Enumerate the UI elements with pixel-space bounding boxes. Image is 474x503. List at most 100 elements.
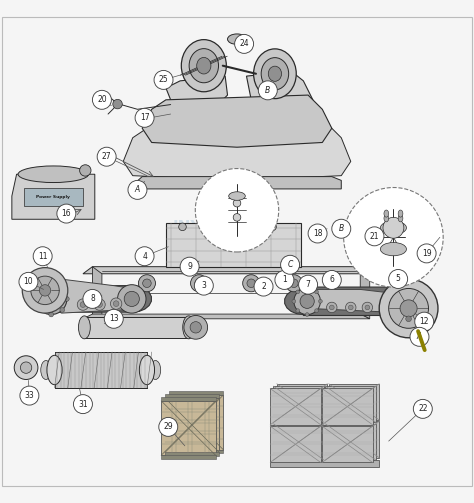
Polygon shape [277,384,327,420]
Polygon shape [133,177,341,189]
Circle shape [269,223,276,231]
Text: 21: 21 [370,232,379,241]
Circle shape [33,297,38,301]
FancyBboxPatch shape [165,394,219,398]
Circle shape [233,199,241,207]
Polygon shape [92,267,102,319]
FancyBboxPatch shape [84,317,189,338]
Circle shape [194,276,213,295]
Circle shape [281,256,300,274]
Polygon shape [83,314,370,319]
Polygon shape [322,388,373,425]
FancyBboxPatch shape [55,352,147,388]
Circle shape [135,247,154,266]
Text: 9: 9 [187,262,192,271]
Ellipse shape [197,57,211,74]
Text: 4: 4 [142,252,147,261]
Circle shape [22,268,68,313]
Circle shape [389,289,428,328]
Circle shape [31,276,59,305]
Polygon shape [360,267,370,319]
Circle shape [417,244,436,263]
Circle shape [80,302,86,307]
Text: 29: 29 [164,423,173,432]
Circle shape [57,204,76,223]
Polygon shape [45,277,132,313]
Circle shape [77,299,89,310]
Circle shape [118,285,146,313]
Polygon shape [270,388,320,425]
Circle shape [92,91,111,109]
Circle shape [389,270,408,289]
Polygon shape [246,71,313,116]
FancyBboxPatch shape [270,460,379,467]
Circle shape [135,108,154,127]
Circle shape [19,272,38,291]
Circle shape [410,327,429,346]
FancyBboxPatch shape [165,453,219,456]
Circle shape [315,290,319,294]
Text: 24: 24 [239,39,249,48]
Text: 16: 16 [62,209,71,218]
Circle shape [104,309,123,328]
Circle shape [113,100,122,109]
Circle shape [49,312,54,317]
Polygon shape [123,124,351,181]
Circle shape [300,294,314,308]
Ellipse shape [228,192,246,200]
Circle shape [190,321,201,333]
Text: INYOPools.com: INYOPools.com [173,220,301,235]
Ellipse shape [380,221,406,234]
Circle shape [254,277,273,296]
Text: 1: 1 [282,276,287,284]
FancyBboxPatch shape [161,397,216,401]
Polygon shape [273,424,324,460]
Polygon shape [29,286,151,312]
Circle shape [195,279,203,288]
Text: 18: 18 [313,229,322,238]
Circle shape [60,286,64,290]
Ellipse shape [139,355,155,385]
Circle shape [38,308,43,312]
Circle shape [43,290,60,307]
FancyBboxPatch shape [161,455,216,459]
Circle shape [275,271,294,289]
Ellipse shape [380,242,406,256]
Text: 7: 7 [306,280,310,289]
Ellipse shape [228,34,246,44]
Circle shape [64,297,69,301]
Circle shape [180,257,199,276]
Circle shape [415,312,434,331]
Circle shape [159,417,178,437]
Circle shape [20,386,39,405]
Ellipse shape [78,316,90,339]
Circle shape [299,275,318,294]
Circle shape [124,291,139,306]
Text: 12: 12 [419,317,429,326]
Polygon shape [285,287,407,315]
Text: 6: 6 [329,276,334,284]
Polygon shape [277,422,327,458]
Ellipse shape [41,361,51,379]
Text: 3: 3 [201,281,206,290]
Polygon shape [328,422,379,458]
Circle shape [49,281,54,286]
Text: 22: 22 [418,404,428,413]
Ellipse shape [398,215,403,222]
Circle shape [247,223,255,231]
Text: 33: 33 [25,391,34,400]
Text: Power Supply: Power Supply [36,195,70,199]
Ellipse shape [181,40,226,92]
Circle shape [235,34,254,53]
Circle shape [344,188,443,287]
Circle shape [233,214,241,221]
Ellipse shape [189,49,219,83]
Polygon shape [328,384,379,420]
Text: B: B [265,86,271,95]
Circle shape [73,395,92,413]
Circle shape [296,290,300,294]
Circle shape [39,285,51,296]
Circle shape [290,279,298,288]
FancyBboxPatch shape [169,450,223,453]
Circle shape [346,302,356,313]
